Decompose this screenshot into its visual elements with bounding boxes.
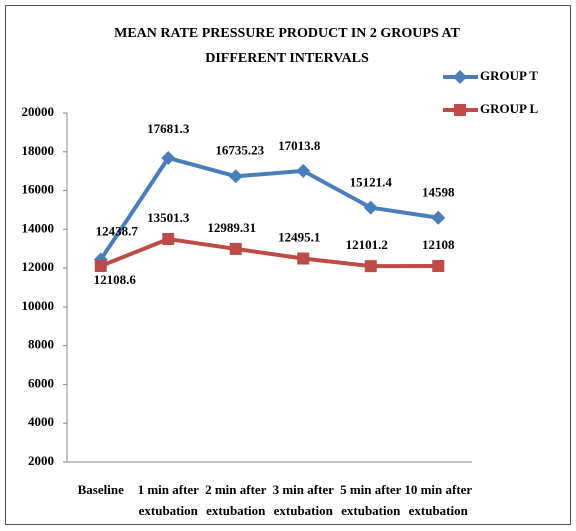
series-line xyxy=(99,155,439,261)
data-label: 12108.6 xyxy=(94,272,137,287)
y-tick-label: 18000 xyxy=(22,143,55,158)
point xyxy=(454,104,466,116)
y-tick-label: 16000 xyxy=(22,182,55,197)
chart-frame xyxy=(5,5,571,525)
y-tick-label: 4000 xyxy=(28,414,54,429)
y-tick-label: 20000 xyxy=(22,104,55,119)
data-label: 12438.7 xyxy=(96,224,139,239)
point xyxy=(432,260,445,273)
y-tick-label: 14000 xyxy=(22,220,55,235)
data-label: 12108 xyxy=(422,237,455,252)
data-label: 17681.3 xyxy=(147,121,190,136)
point xyxy=(162,233,175,246)
x-tick-label: 1 min after xyxy=(138,482,200,497)
point xyxy=(296,163,311,178)
x-tick-label: extubation xyxy=(139,503,199,518)
legend-label: GROUP L xyxy=(480,101,538,116)
data-label: 12989.31 xyxy=(207,220,256,235)
x-tick-label: extubation xyxy=(206,503,266,518)
chart-title: MEAN RATE PRESSURE PRODUCT IN 2 GROUPS A… xyxy=(114,26,460,41)
data-label: 16735.23 xyxy=(215,142,264,157)
x-tick-label: 10 min after xyxy=(404,482,472,497)
point xyxy=(364,260,377,273)
chart-title: DIFFERENT INTERVALS xyxy=(205,51,369,66)
data-label: 17013.8 xyxy=(278,138,321,153)
x-tick-label: extubation xyxy=(341,503,401,518)
legend-label: GROUP T xyxy=(480,68,538,83)
data-label: 12495.1 xyxy=(278,229,320,244)
point xyxy=(297,252,310,265)
point xyxy=(453,70,467,84)
data-label: 13501.3 xyxy=(147,210,190,225)
point xyxy=(161,150,176,165)
point xyxy=(431,210,446,225)
y-tick-label: 6000 xyxy=(28,375,54,390)
x-tick-label: extubation xyxy=(409,503,469,518)
y-tick-label: 10000 xyxy=(22,298,55,313)
data-label: 12101.2 xyxy=(346,237,388,252)
x-tick-label: extubation xyxy=(274,503,334,518)
point xyxy=(229,242,242,255)
x-tick-label: Baseline xyxy=(78,482,124,497)
point xyxy=(363,200,378,215)
point xyxy=(94,260,107,273)
y-tick-label: 12000 xyxy=(22,259,55,274)
point xyxy=(228,169,243,184)
x-tick-label: 3 min after xyxy=(273,482,335,497)
x-tick-label: 2 min after xyxy=(205,482,267,497)
y-tick-label: 8000 xyxy=(28,337,54,352)
x-tick-label: 5 min after xyxy=(340,482,402,497)
series-line xyxy=(100,236,439,269)
data-label: 14598 xyxy=(422,185,455,200)
data-label: 15121.4 xyxy=(350,175,393,190)
y-tick-label: 2000 xyxy=(28,453,54,468)
